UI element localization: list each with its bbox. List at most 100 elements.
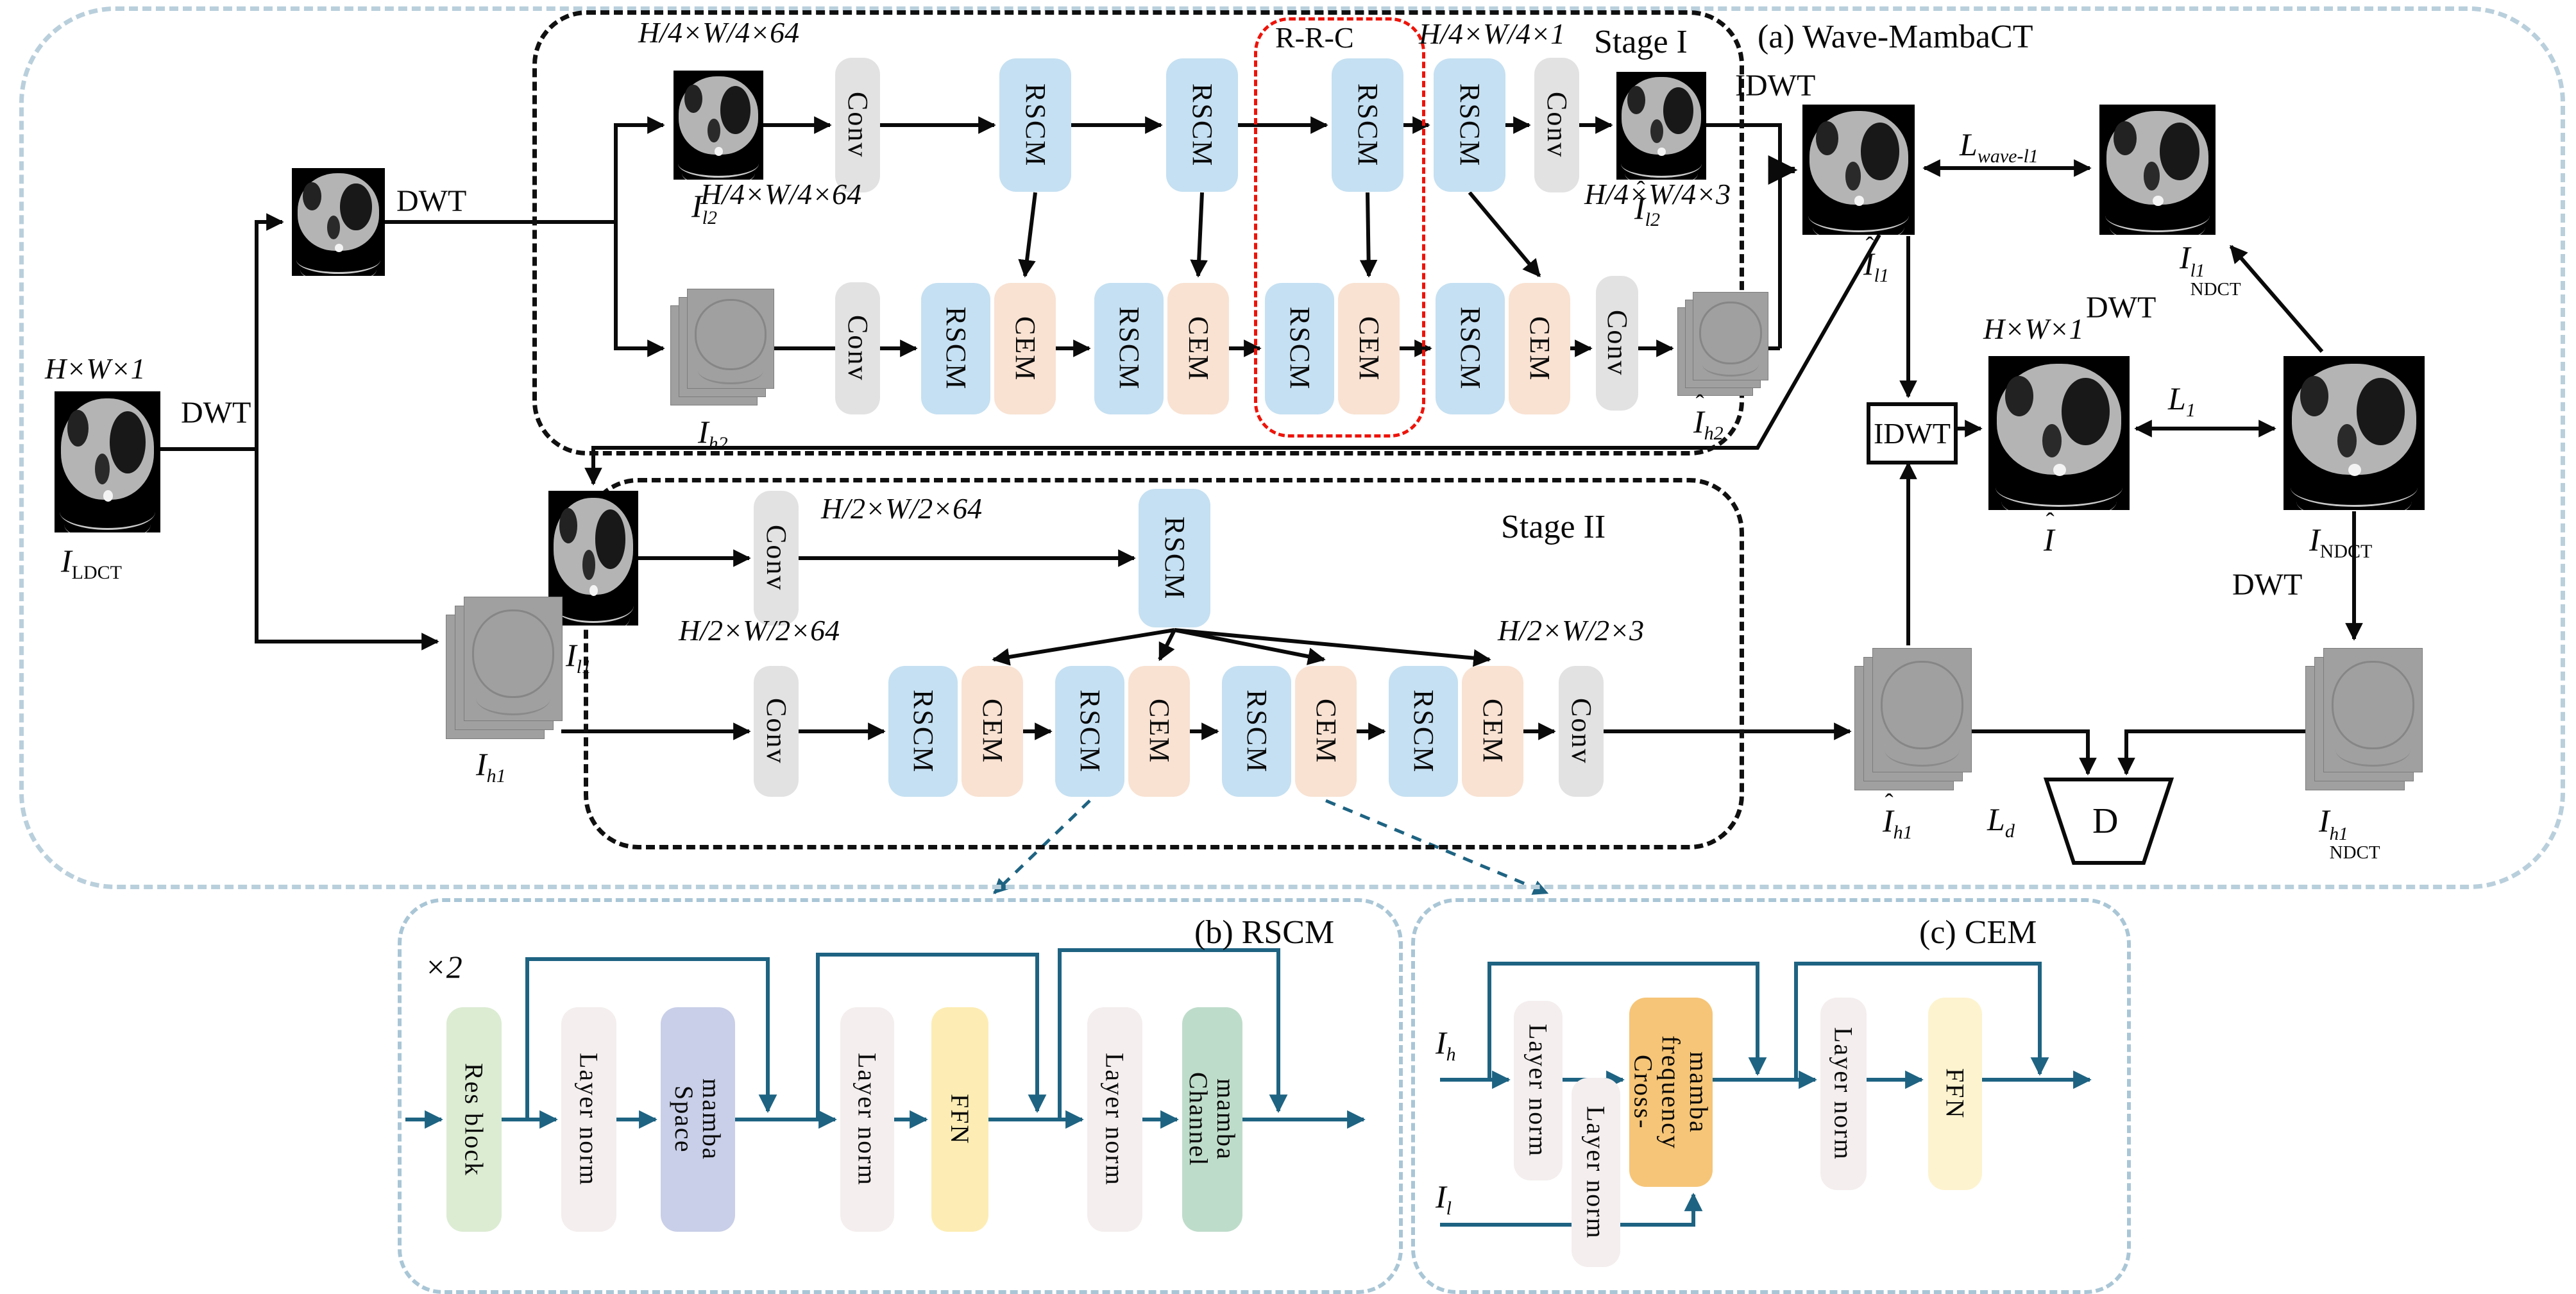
label-i-h1-hat: I ˆ h1 (1883, 788, 1913, 843)
ndct-h1-stack (2305, 648, 2423, 790)
label-i-ndct: INDCT (2309, 522, 2373, 562)
stage2-bottom-conv-out: Conv (1559, 666, 1604, 797)
figure-a-title: (a) Wave-MambaCT (1758, 19, 2033, 55)
dwt-level2-label: DWT (396, 184, 467, 218)
stage2-cem-4: CEM (1462, 666, 1523, 797)
rscm-channel-mamba: Channel mamba (1182, 1007, 1242, 1232)
stage1-bottom-cem-3: CEM (1338, 283, 1400, 414)
rrc-group-box (1254, 17, 1425, 438)
stage2-cem-3: CEM (1295, 666, 1357, 797)
stage1-top-rscm-3: RSCM (1332, 58, 1403, 192)
dwt-ndct-up-label: DWT (2086, 291, 2157, 325)
stage2-rscm-3: RSCM (1222, 666, 1291, 797)
stage2-box (584, 478, 1744, 849)
level1-low-band-image (292, 168, 385, 276)
cem-layer-norm-l: Layer norm (1572, 1078, 1620, 1267)
label-l-1: L1 (2168, 380, 2196, 421)
dim-h4w43: H/4×W/4×3 (1584, 178, 1731, 210)
idwt-operation-box: IDWT (1867, 402, 1958, 464)
stage1-bottom-conv-in: Conv (835, 282, 880, 414)
cem-layer-norm-h: Layer norm (1514, 1001, 1563, 1180)
stage1-top-conv-out: Conv (1534, 58, 1579, 192)
stage1-top-conv-in: Conv (835, 58, 880, 192)
stage1-label: Stage I (1594, 24, 1688, 60)
ndct-reference-image (2284, 356, 2425, 510)
dim-h2w23: H/2×W/2×3 (1498, 614, 1645, 647)
rscm-layer-norm-2: Layer norm (840, 1007, 894, 1232)
ldct-input-image (55, 391, 160, 532)
rscm-res-block: Res block (446, 1007, 502, 1232)
stage2-bottom-conv-in: Conv (754, 666, 799, 797)
stage2-central-rscm: RSCM (1139, 489, 1210, 627)
rscm-layer-norm-1: Layer norm (561, 1007, 616, 1232)
stage2-cem-1: CEM (962, 666, 1023, 797)
stage2-cem-2: CEM (1128, 666, 1190, 797)
cem-layer-norm-out: Layer norm (1820, 998, 1867, 1190)
stage1-bottom-conv-out: Conv (1596, 276, 1638, 411)
ih1-hat-stack (1854, 648, 1972, 790)
i-hat-output-image (1988, 356, 2130, 510)
rrc-label: R-R-C (1275, 21, 1354, 54)
dim-h4w464-bottom: H/4×W/4×64 (700, 178, 862, 210)
stage1-bottom-rscm-1: RSCM (921, 283, 990, 414)
label-i-h1: Ih1 (476, 746, 506, 787)
stage1-top-rscm-1: RSCM (999, 58, 1071, 192)
cem-detail-box (1411, 898, 2131, 1294)
idwt-wave-label: IDWT (1735, 69, 1816, 103)
rscm-detail-box (398, 898, 1403, 1294)
label-i-l1: Il1 (566, 637, 591, 677)
stage2-rscm-4: RSCM (1389, 666, 1458, 797)
label-i-l2: Il2 (691, 188, 717, 228)
dim-hw1-left: H×W×1 (45, 352, 146, 385)
rscm-ffn: FFN (931, 1007, 988, 1232)
stage2-rscm-2: RSCM (1055, 666, 1124, 797)
label-i-l2-hat: I ˆ l2 (1634, 176, 1660, 230)
stage2-top-conv: Conv (754, 491, 799, 626)
label-i-ldct: ILDCT (61, 543, 122, 583)
stage1-bottom-cem-4: CEM (1509, 283, 1570, 414)
figure-b-title: (b) RSCM (1194, 914, 1335, 951)
label-i-h2: Ih2 (698, 414, 728, 454)
dim-h4w41: H/4×W/4×1 (1419, 17, 1566, 50)
stage2-rscm-1: RSCM (888, 666, 958, 797)
ih2-stack (670, 289, 774, 405)
stage1-bottom-cem-1: CEM (994, 283, 1056, 414)
label-i-h: Ih (1436, 1025, 1456, 1065)
ih2-hat-stack (1677, 292, 1768, 396)
ih1-stack (446, 597, 563, 739)
label-i-l1-hat: I ˆ l1 (1863, 232, 1889, 286)
overall-model-box (19, 6, 2565, 889)
stage1-box (532, 10, 1744, 455)
label-i-l: Il (1436, 1179, 1452, 1219)
label-l-d: Ld (1987, 801, 2015, 842)
dim-hw1-right: H×W×1 (1983, 312, 2084, 345)
stage1-bottom-rscm-2: RSCM (1094, 283, 1164, 414)
cem-cross-frequency-mamba: Cross- frequency mamba (1629, 998, 1713, 1187)
repeat-x2-label: ×2 (425, 949, 462, 985)
figure-c-title: (c) CEM (1919, 914, 2037, 951)
stage1-bottom-rscm-4: RSCM (1436, 283, 1505, 414)
rscm-layer-norm-3: Layer norm (1087, 1007, 1142, 1232)
discriminator-label: D (2092, 801, 2119, 841)
il2-image (674, 71, 763, 180)
il1-stage2-input-image (548, 491, 638, 626)
label-l-wave-l1: Lwave-l1 (1960, 126, 2038, 167)
stage1-top-rscm-4: RSCM (1434, 58, 1505, 192)
label-i-h2-hat: I ˆ h2 (1693, 389, 1724, 444)
dwt-input-label: DWT (181, 396, 251, 430)
cem-ffn: FFN (1928, 998, 1982, 1190)
stage1-bottom-rscm-3: RSCM (1265, 283, 1334, 414)
dim-h2w264-bottom: H/2×W/2×64 (679, 614, 840, 647)
il1-hat-image (1802, 105, 1915, 235)
ndct-l1-image (2099, 105, 2216, 235)
stage1-top-rscm-2: RSCM (1166, 58, 1238, 192)
dwt-ndct-down-label: DWT (2232, 568, 2303, 602)
il2-hat-image (1616, 72, 1706, 180)
rscm-space-mamba: Space mamba (661, 1007, 735, 1232)
stage1-bottom-cem-2: CEM (1167, 283, 1229, 414)
stage2-label: Stage II (1501, 509, 1606, 545)
